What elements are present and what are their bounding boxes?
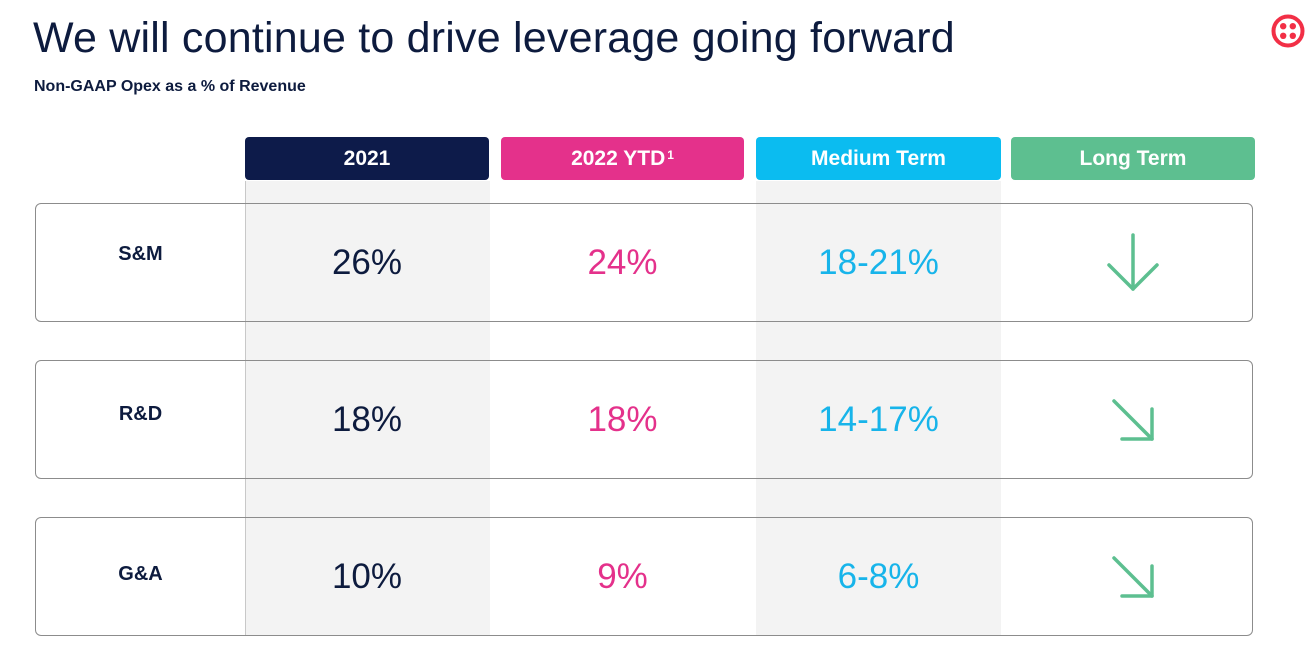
- arrow-down-right-icon: [1112, 555, 1154, 598]
- value-2022-ytd: 9%: [597, 556, 648, 596]
- long-term-cell: [1011, 204, 1255, 321]
- page-title: We will continue to drive leverage going…: [33, 14, 955, 62]
- column-header-label: Medium Term: [811, 146, 946, 170]
- column-shade-medium-term: [756, 181, 1001, 635]
- value-medium-term: 6-8%: [837, 556, 920, 596]
- page-subtitle: Non-GAAP Opex as a % of Revenue: [34, 78, 306, 95]
- value-medium-term: 18-21%: [818, 242, 939, 282]
- column-header-label: Long Term: [1079, 146, 1187, 170]
- table-row-rd: R&D 18% 18% 14-17%: [35, 360, 1253, 479]
- value-2022-ytd: 18%: [587, 399, 658, 439]
- column-header-2021: 2021: [245, 137, 489, 180]
- arrow-down-right-icon: [1112, 398, 1154, 441]
- value-medium-term: 14-17%: [818, 399, 939, 439]
- column-header-2022-ytd: 2022 YTD 1: [501, 137, 744, 180]
- row-label: R&D: [118, 403, 163, 425]
- long-term-cell: [1011, 361, 1255, 478]
- column-header-medium-term: Medium Term: [756, 137, 1001, 180]
- long-term-cell: [1011, 518, 1255, 635]
- value-2022-ytd: 24%: [587, 242, 658, 282]
- column-header-label: 2022 YTD: [571, 146, 666, 170]
- table-row-ga: G&A 10% 9% 6-8%: [35, 517, 1253, 636]
- column-header-label: 2021: [343, 146, 391, 170]
- column-header-long-term: Long Term: [1011, 137, 1255, 180]
- column-shade-2021: [245, 181, 490, 635]
- table-row-sm: S&M 26% 24% 18-21%: [35, 203, 1253, 322]
- value-2021: 18%: [331, 399, 403, 439]
- arrow-down-icon: [1107, 232, 1159, 291]
- twilio-logo-icon: [1271, 14, 1305, 48]
- row-label: G&A: [118, 563, 163, 585]
- footnote-marker: 1: [667, 147, 674, 162]
- value-2021: 10%: [331, 556, 403, 596]
- row-label: S&M: [118, 243, 163, 265]
- value-2021: 26%: [331, 242, 403, 282]
